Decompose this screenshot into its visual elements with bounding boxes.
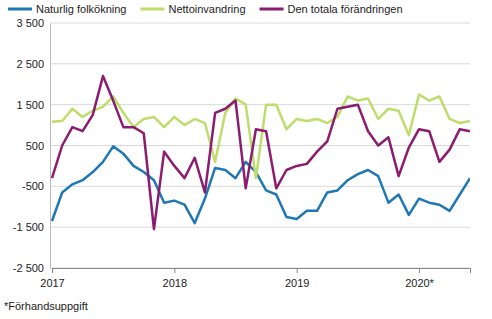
y-tick-label: 3 500: [16, 17, 44, 29]
x-tick-mark: [52, 268, 53, 273]
series-line: [52, 76, 470, 229]
y-tick: -1 500: [13, 221, 50, 233]
grid-line: [50, 186, 470, 187]
legend-item: Naturlig folkökning: [8, 3, 127, 15]
y-axis: -2 500 -1 500 -500 500 1 500 2 500 3 500: [13, 17, 51, 274]
y-tick: -2 500: [13, 262, 50, 274]
x-axis-line: [53, 269, 471, 274]
y-tick: 1 500: [16, 99, 50, 111]
legend-swatch: [141, 8, 165, 11]
footnote: *Förhandsuppgift: [4, 300, 88, 312]
grid-line: [50, 63, 470, 64]
x-tick-label: 2017: [40, 277, 64, 289]
y-tick-label: 1 500: [16, 99, 44, 111]
x-tick: 2018: [163, 268, 187, 289]
y-tick: 3 500: [16, 17, 50, 29]
x-tick: 2017: [40, 268, 64, 289]
y-tick: 500: [26, 140, 50, 152]
y-tick-label: -500: [22, 180, 44, 192]
grid: [50, 23, 470, 268]
x-tick-mark: [419, 268, 420, 273]
x-tick-label: 2018: [163, 277, 187, 289]
legend: Naturlig folkökning Nettoinvandring Den to…: [8, 3, 403, 15]
legend-label: Nettoinvandring: [169, 3, 246, 15]
y-tick: -500: [22, 180, 50, 192]
series-line: [52, 146, 470, 223]
x-tick-label: 2019: [285, 277, 309, 289]
legend-swatch: [260, 8, 284, 11]
y-axis-line: [50, 24, 51, 269]
chart: -2 500-1 500-5005001 5002 5003 500201720…: [0, 0, 492, 319]
legend-item: Nettoinvandring: [141, 3, 246, 15]
legend-item: Den totala förändringen: [260, 3, 403, 15]
legend-swatch: [8, 8, 32, 11]
y-tick: 2 500: [16, 58, 50, 70]
y-tick-label: -2 500: [13, 262, 44, 274]
x-tick: 2019: [285, 268, 309, 289]
plot-area: [52, 76, 470, 229]
x-axis: 2017 2018 2019 2020*: [40, 268, 470, 289]
y-tick-label: 500: [26, 140, 44, 152]
y-tick-label: -1 500: [13, 221, 44, 233]
legend-label: Den totala förändringen: [288, 3, 403, 15]
grid-line: [50, 23, 470, 24]
grid-line: [50, 104, 470, 105]
x-tick-mark: [297, 268, 298, 273]
x-tick-mark: [174, 268, 175, 273]
legend-label: Naturlig folkökning: [36, 3, 127, 15]
grid-line: [50, 227, 470, 228]
x-tick-label: 2020*: [405, 277, 434, 289]
x-tick: 2020*: [405, 268, 434, 289]
y-tick-label: 2 500: [16, 58, 44, 70]
